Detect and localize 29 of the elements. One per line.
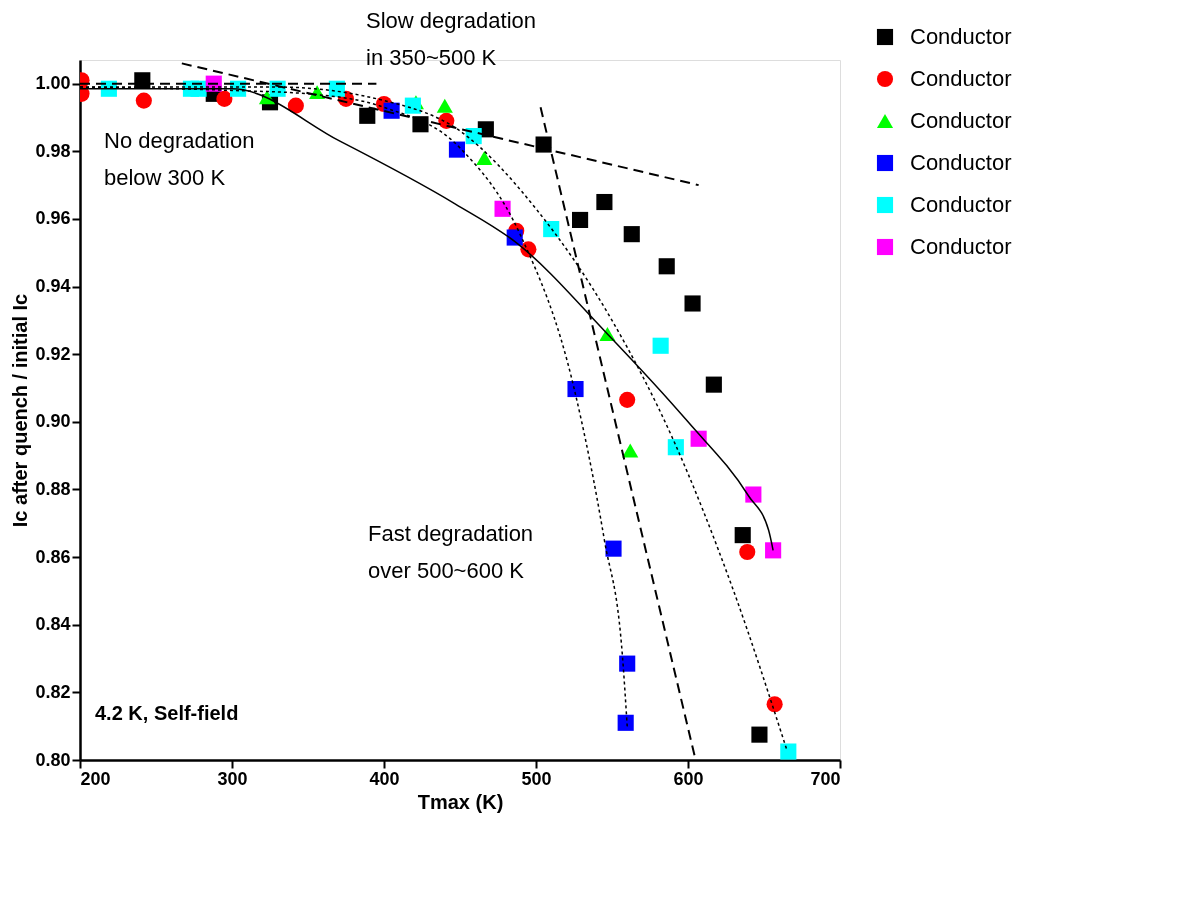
x-tick-label: 700 [810,768,841,789]
annotation: 4.2 K, Self-field [95,702,239,724]
x-tick-label: 200 [80,768,111,789]
y-tick-label: 0.92 [35,343,71,364]
y-axis-title: Ic after quench / initial Ic [9,293,32,528]
legend-label: Conductor [910,234,1012,259]
legend-label: Conductor [910,66,1012,91]
y-tick-label: 1.00 [35,73,71,94]
y-tick-label: 0.94 [35,276,71,297]
x-axis-title: Tmax (K) [417,790,504,813]
legend-label: Conductor [910,108,1012,133]
x-tick-label: 400 [369,768,400,789]
y-tick-label: 0.96 [35,208,71,229]
y-tick-label: 0.82 [35,681,71,702]
annotation: No degradation below 300 K [104,128,255,190]
annotation: Slow degradation in 350~500 K [366,8,537,70]
y-tick-label: 0.80 [35,749,71,770]
y-tick-label: 0.86 [35,546,71,567]
legend-label: Conductor [910,150,1012,175]
x-tick-label: 600 [673,768,704,789]
legend-label: Conductor [910,24,1012,49]
y-tick-label: 0.98 [35,140,71,161]
x-tick-label: 500 [521,768,552,789]
annotation: Fast degradation over 500~600 K [368,521,534,583]
x-tick-label: 300 [217,768,248,789]
y-tick-label: 0.90 [35,411,71,432]
legend-label: Conductor [910,192,1012,217]
y-tick-label: 0.88 [35,478,71,499]
y-tick-label: 0.84 [35,614,71,635]
